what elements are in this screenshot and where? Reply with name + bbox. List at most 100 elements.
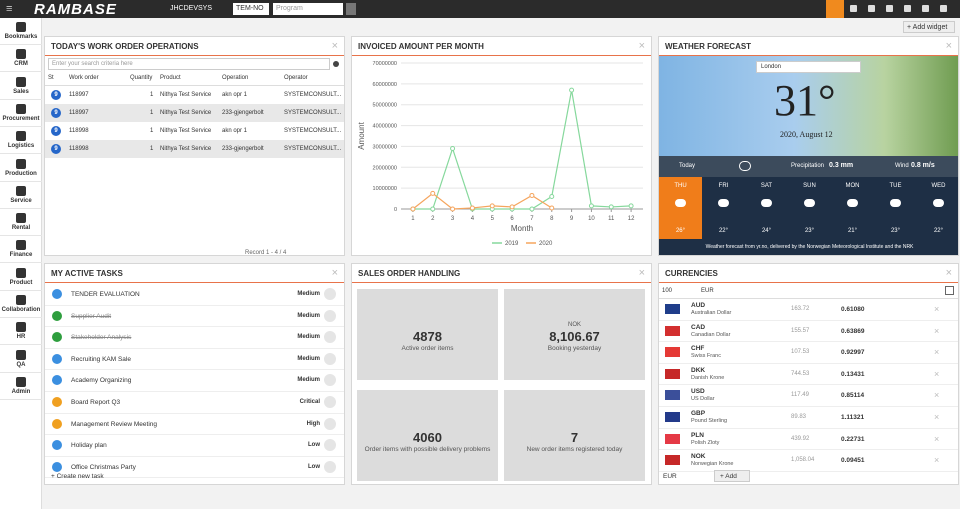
task-row[interactable]: Management Review Meeting High (45, 414, 344, 436)
x-tick-label: 12 (628, 216, 635, 222)
close[interactable]: × (638, 40, 645, 52)
toolbar-icon[interactable] (850, 5, 857, 12)
sidebar-item[interactable]: Rental (0, 209, 42, 237)
sales-tile[interactable]: 4060 Order items with possible delivery p… (357, 390, 498, 481)
cell: Nithya Test Service (160, 146, 212, 152)
table-row[interactable]: 9 118998 1 Nithya Test Service 233-gjengerbo… (45, 140, 344, 158)
close[interactable]: × (638, 267, 645, 279)
remove[interactable]: × (934, 455, 940, 466)
sidebar-item[interactable]: CRM (0, 45, 42, 73)
currency-name: Danish Krone (691, 374, 725, 381)
day-name: FRI (718, 183, 729, 189)
task-open[interactable] (324, 396, 336, 408)
base-select[interactable]: EUR (701, 288, 714, 294)
table-row[interactable]: 9 118997 1 Nithya Test Service akn opr 1 SYST… (45, 86, 344, 104)
table-row[interactable]: 9 118997 1 Nithya Test Service 233-gjengerbo… (45, 104, 344, 122)
weather-widget: WEATHER FORECAST × London 31° 2020, August 1… (658, 36, 959, 256)
remove[interactable]: × (934, 304, 940, 314)
sidebar-item[interactable]: Logistics (0, 127, 42, 155)
search-input[interactable]: Enter your search criteria here (48, 58, 330, 70)
task-open[interactable] (324, 417, 336, 430)
task-open[interactable] (324, 374, 336, 387)
task-row[interactable]: Office Christmas Party Low (45, 457, 344, 479)
company-select[interactable]: TEM-NO (233, 3, 269, 15)
table-row[interactable]: 9 118998 1 Nithya Test Service akn opr 1 SYST… (45, 122, 344, 140)
sidebar-label: Product (9, 279, 33, 286)
currency-row: GBP Pound Sterling 89.83 1.11321 × (659, 407, 958, 429)
task-row[interactable]: Supplier Audit Medium (45, 306, 344, 328)
sidebar-item[interactable]: Service (0, 182, 42, 209)
toolbar-icon[interactable] (886, 5, 893, 12)
sidebar-item[interactable]: Admin (0, 373, 42, 400)
tile-label: New order items registered today (526, 446, 623, 453)
remove[interactable]: × (934, 412, 940, 422)
sidebar-label: Rental (11, 225, 31, 232)
city-input[interactable]: London (756, 61, 861, 73)
create-task[interactable]: + Create new task (51, 473, 104, 480)
remove[interactable]: × (934, 390, 940, 401)
task-open[interactable] (324, 460, 336, 473)
footer-base[interactable]: EUR (663, 473, 677, 480)
task-row[interactable]: Academy Organizing Medium (45, 370, 344, 392)
task-row[interactable]: Stakeholder Analysis Medium (45, 327, 344, 349)
task-row[interactable]: Board Report Q3 Critical (45, 392, 344, 414)
sidebar-item[interactable]: Collaboration (0, 291, 42, 318)
sales-tile[interactable]: 7 New order items registered today (504, 390, 645, 481)
sidebar-item[interactable]: Product (0, 264, 42, 291)
sidebar-item[interactable]: Finance (0, 236, 42, 264)
currency-code: USD (691, 388, 705, 396)
remove[interactable]: × (934, 325, 940, 336)
toolbar-icon[interactable] (922, 5, 929, 12)
sidebar-item[interactable]: Production (0, 155, 42, 182)
remove[interactable]: × (934, 347, 940, 358)
task-open[interactable] (324, 352, 336, 365)
sidebar-item[interactable]: Procurement (0, 100, 42, 127)
task-open[interactable] (324, 331, 336, 344)
close[interactable]: × (331, 267, 338, 279)
sidebar-item[interactable]: QA (0, 346, 42, 373)
toolbar-icon[interactable] (904, 5, 911, 12)
task-name: Academy Organizing (71, 377, 132, 385)
wind: 0.8 m/s (911, 162, 935, 169)
close[interactable]: × (945, 40, 952, 52)
task-open[interactable] (324, 439, 336, 452)
toolbar-icon[interactable] (940, 5, 947, 12)
add-currency[interactable]: + Add (714, 470, 750, 482)
currency-row: DKK Danish Krone 744.53 0.13431 × (659, 364, 958, 386)
task-row[interactable]: Recruiting KAM Sale Medium (45, 349, 344, 371)
column-header: Product (160, 75, 181, 81)
alert-button[interactable] (826, 0, 844, 18)
sales-tile[interactable]: NOK 8,106.67 Booking yesterday (504, 289, 645, 380)
task-open[interactable] (324, 309, 336, 322)
close[interactable]: × (945, 267, 952, 279)
add-widget-button[interactable]: + Add widget (903, 21, 955, 33)
day-temp: 26° (675, 228, 686, 234)
task-open[interactable] (324, 288, 336, 300)
day-name: SUN (803, 183, 816, 189)
cell: akn opr 1 (222, 128, 248, 134)
collapse-button[interactable] (346, 3, 356, 15)
forecast-day: FRI 22° (702, 177, 745, 239)
cell: 1 (150, 128, 154, 134)
task-row[interactable]: TENDER EVALUATION Medium (45, 284, 344, 306)
sidebar-item[interactable]: HR (0, 318, 42, 346)
toolbar-icon[interactable] (868, 5, 875, 12)
remove[interactable]: × (934, 433, 940, 444)
task-row[interactable]: Holiday plan Low (45, 435, 344, 457)
weather-icon (739, 161, 751, 171)
currency-code: NOK (691, 453, 706, 461)
sidebar-item[interactable]: Sales (0, 73, 42, 100)
program-input[interactable]: Program (273, 3, 343, 15)
remove[interactable]: × (934, 368, 940, 379)
sales-tile[interactable]: 4878 Active order items (357, 289, 498, 380)
currency-name: Canadian Dollar (691, 331, 731, 338)
sidebar-item[interactable]: Bookmarks (0, 18, 42, 45)
sidebar-label: Service (10, 197, 32, 204)
close[interactable]: × (331, 40, 338, 52)
task-icon (52, 418, 62, 429)
day-temp: 24° (761, 228, 772, 234)
menu-icon[interactable]: ≡ (6, 3, 13, 15)
sidebar-icon (16, 295, 26, 305)
tile-currency: NOK (567, 322, 581, 328)
series-line (412, 192, 553, 210)
